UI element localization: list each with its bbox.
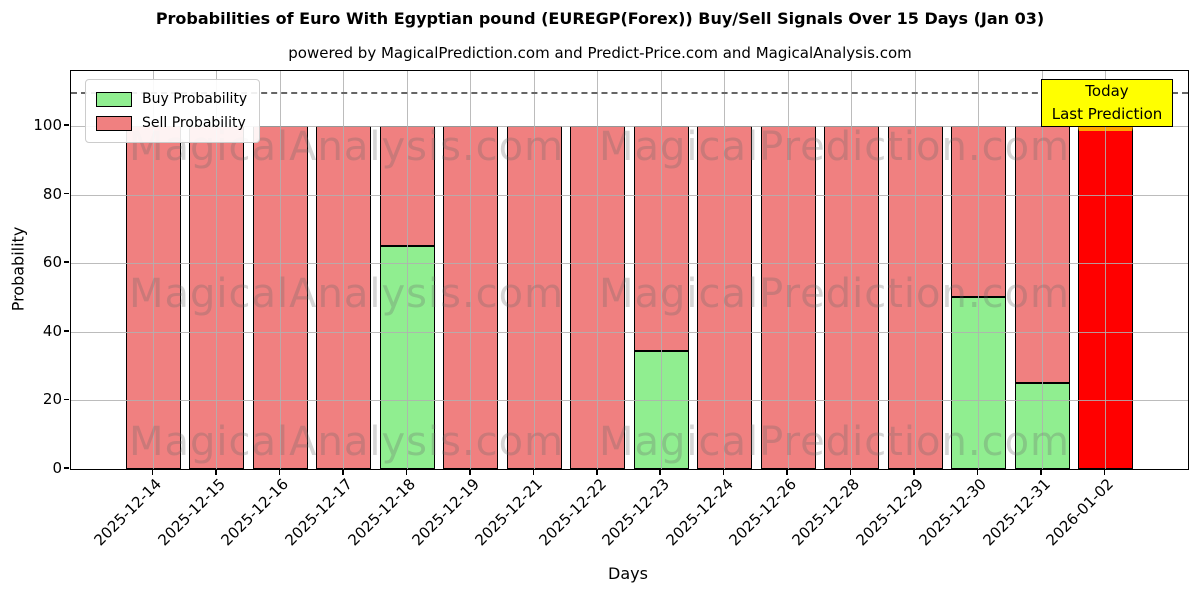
x-tick-mark <box>1040 470 1042 475</box>
x-tick-label-text: 2025-12-17 <box>281 475 356 550</box>
x-tick-label-text: 2025-12-16 <box>217 475 293 550</box>
today-annotation-line1: Today <box>1085 82 1129 100</box>
v-gridline <box>1041 71 1043 469</box>
y-tick-label: 60 <box>42 253 62 272</box>
x-tick-label-text: 2025-12-14 <box>90 475 166 550</box>
x-tick-label-text: 2025-12-15 <box>154 475 229 550</box>
h-gridline <box>71 263 1188 265</box>
x-tick-label-text: 2025-12-30 <box>915 475 991 550</box>
x-tick-mark <box>913 470 915 475</box>
x-tick-label-text: 2025-12-18 <box>344 475 420 550</box>
v-gridline <box>787 71 789 469</box>
legend-entry-buy: Buy Probability <box>96 87 247 111</box>
v-gridline <box>724 71 726 469</box>
x-tick-mark <box>722 470 725 475</box>
v-gridline <box>533 71 535 469</box>
h-gridline <box>71 331 1188 333</box>
h-gridline <box>71 125 1188 127</box>
today-annotation-line2: Last Prediction <box>1051 105 1163 123</box>
v-gridline <box>914 71 916 469</box>
plot-area: MagicalAnalysis.com MagicalAnalysis.com … <box>70 70 1189 470</box>
x-tick-mark <box>405 470 408 475</box>
y-tick-label: 20 <box>42 390 62 409</box>
v-gridline <box>470 71 472 469</box>
h-gridline <box>71 400 1188 402</box>
x-tick-mark <box>342 470 344 475</box>
x-tick-mark <box>151 470 154 475</box>
x-tick-label-text: 2025-12-21 <box>471 475 547 550</box>
chart-subtitle: powered by MagicalPrediction.com and Pre… <box>288 44 912 62</box>
x-tick-mark <box>532 470 535 475</box>
v-gridline <box>406 71 408 469</box>
legend-label-buy: Buy Probability <box>142 91 248 107</box>
x-tick-label-text: 2025-12-19 <box>408 475 483 550</box>
x-tick-label-text: 2025-12-31 <box>979 475 1054 550</box>
x-tick-label-text: 2025-12-28 <box>788 475 864 550</box>
dashed-threshold-line <box>71 91 1188 94</box>
x-tick-label-text: 2025-12-29 <box>852 475 927 550</box>
legend: Buy Probability Sell Probability <box>85 79 261 143</box>
v-gridline <box>153 71 154 469</box>
y-tick-mark <box>64 398 69 401</box>
x-tick-mark <box>976 470 979 475</box>
v-gridline <box>1104 71 1106 469</box>
x-tick-mark <box>469 470 471 475</box>
x-tick-mark <box>215 470 217 475</box>
x-tick-label-text: 2026-01-02 <box>1042 475 1118 550</box>
v-gridline <box>279 71 281 469</box>
x-tick-mark <box>659 470 661 475</box>
legend-swatch-sell-icon <box>96 115 132 131</box>
y-tick-mark <box>64 261 69 263</box>
x-tick-label-text: 2025-12-24 <box>662 475 737 550</box>
chart-title: Probabilities of Euro With Egyptian poun… <box>155 9 1045 28</box>
y-tick-label: 80 <box>42 184 62 203</box>
legend-swatch-buy-icon <box>96 91 132 107</box>
y-tick-label: 40 <box>42 321 62 340</box>
v-gridline <box>660 71 662 469</box>
x-tick-mark <box>1103 470 1106 475</box>
v-gridline <box>597 71 599 469</box>
v-gridline <box>343 71 345 469</box>
x-tick-mark <box>278 470 281 475</box>
today-annotation: Today Last Prediction <box>1041 79 1173 127</box>
legend-label-sell: Sell Probability <box>142 115 246 131</box>
x-tick-mark <box>786 470 788 475</box>
y-tick-mark <box>64 124 69 126</box>
h-gridline <box>71 194 1188 196</box>
x-tick-mark <box>596 470 598 475</box>
x-axis-label: Days <box>608 564 648 583</box>
x-tick-mark <box>849 470 852 475</box>
x-tick-label-text: 2025-12-22 <box>535 475 610 550</box>
legend-entry-sell: Sell Probability <box>96 111 247 135</box>
v-gridline <box>851 71 853 469</box>
y-tick-mark <box>64 330 69 332</box>
x-tick-label-text: 2025-12-23 <box>598 475 673 550</box>
v-gridline <box>216 71 218 469</box>
y-tick-label: 0 <box>52 459 62 477</box>
y-tick-mark <box>64 192 69 195</box>
x-tick-label-text: 2025-12-26 <box>725 475 800 550</box>
y-tick-label: 100 <box>33 115 62 134</box>
y-tick-mark <box>64 467 69 469</box>
v-gridline <box>978 71 980 469</box>
